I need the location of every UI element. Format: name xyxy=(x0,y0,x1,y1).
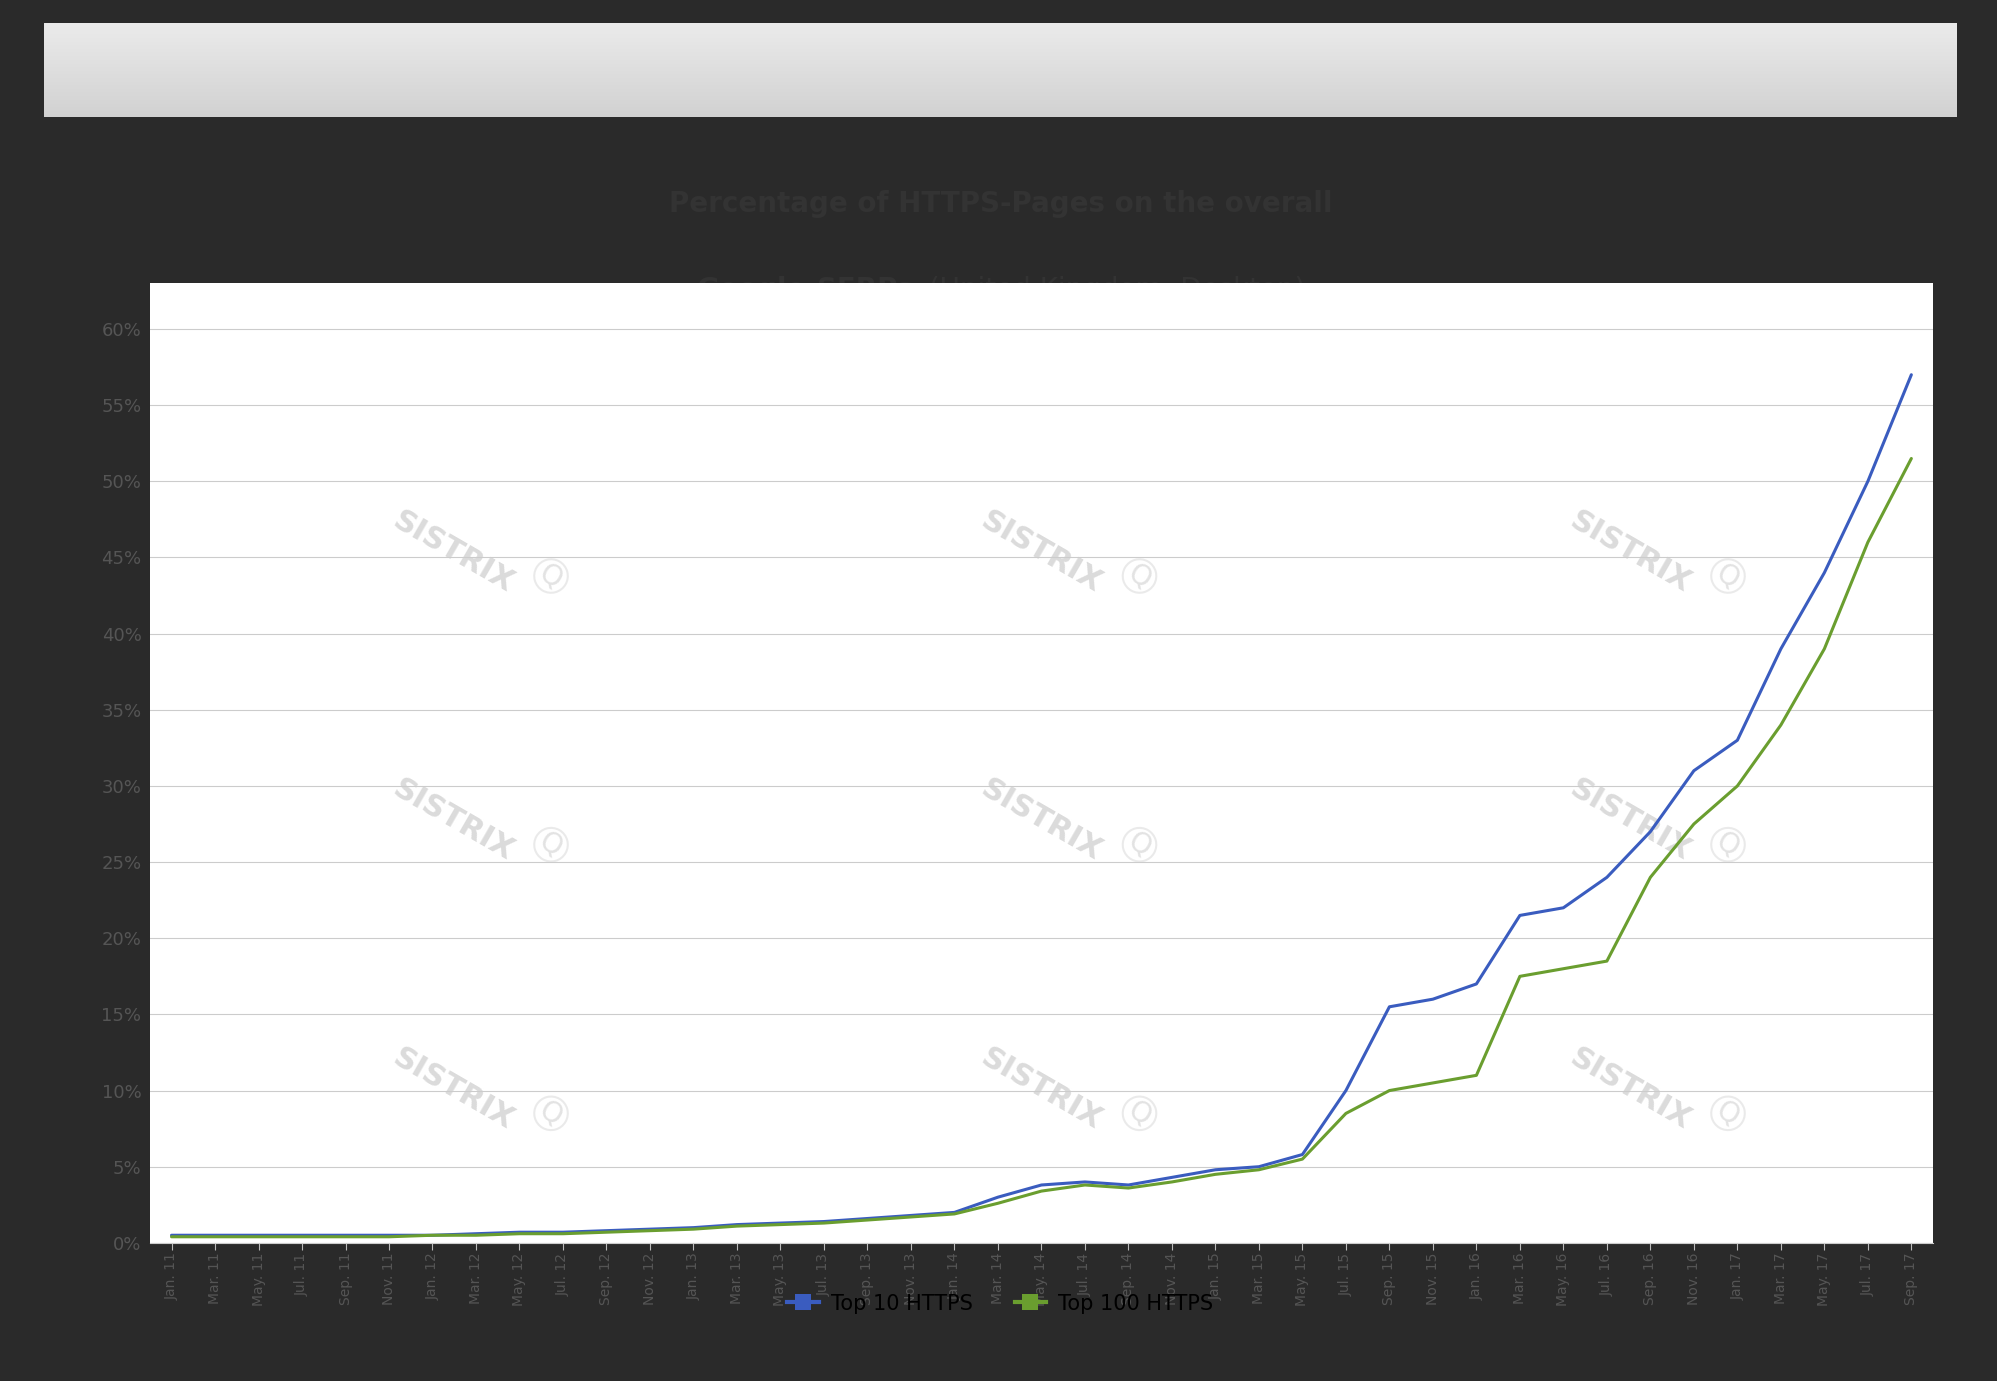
Text: SISTRIX: SISTRIX xyxy=(387,505,519,598)
Text: Q: Q xyxy=(1711,558,1745,594)
Text: Q: Q xyxy=(1122,1095,1156,1131)
Text: SISTRIX: SISTRIX xyxy=(977,505,1106,598)
Text: Q: Q xyxy=(1122,827,1156,862)
Text: Google-SERPs: Google-SERPs xyxy=(697,276,915,304)
Text: (United Kingdom, Desktop): (United Kingdom, Desktop) xyxy=(921,276,1306,304)
Text: Q: Q xyxy=(535,827,567,862)
Text: Q: Q xyxy=(535,1095,567,1131)
Text: Percentage of HTTPS-Pages on the overall: Percentage of HTTPS-Pages on the overall xyxy=(669,189,1332,218)
Text: Q: Q xyxy=(1711,1095,1745,1131)
Text: SISTRIX: SISTRIX xyxy=(1564,775,1695,867)
Text: SISTRIX: SISTRIX xyxy=(1564,1043,1695,1135)
Text: Q: Q xyxy=(1711,827,1745,862)
Text: Q: Q xyxy=(535,558,567,594)
Text: SISTRIX: SISTRIX xyxy=(1564,505,1695,598)
Text: SISTRIX: SISTRIX xyxy=(387,1043,519,1135)
Text: Q: Q xyxy=(1122,558,1156,594)
Legend: Top 10 HTTPS, Top 100 HTTPS: Top 10 HTTPS, Top 100 HTTPS xyxy=(779,1286,1222,1322)
Text: SISTRIX: SISTRIX xyxy=(977,775,1106,867)
Text: SISTRIX: SISTRIX xyxy=(387,775,519,867)
Text: SISTRIX: SISTRIX xyxy=(977,1043,1106,1135)
